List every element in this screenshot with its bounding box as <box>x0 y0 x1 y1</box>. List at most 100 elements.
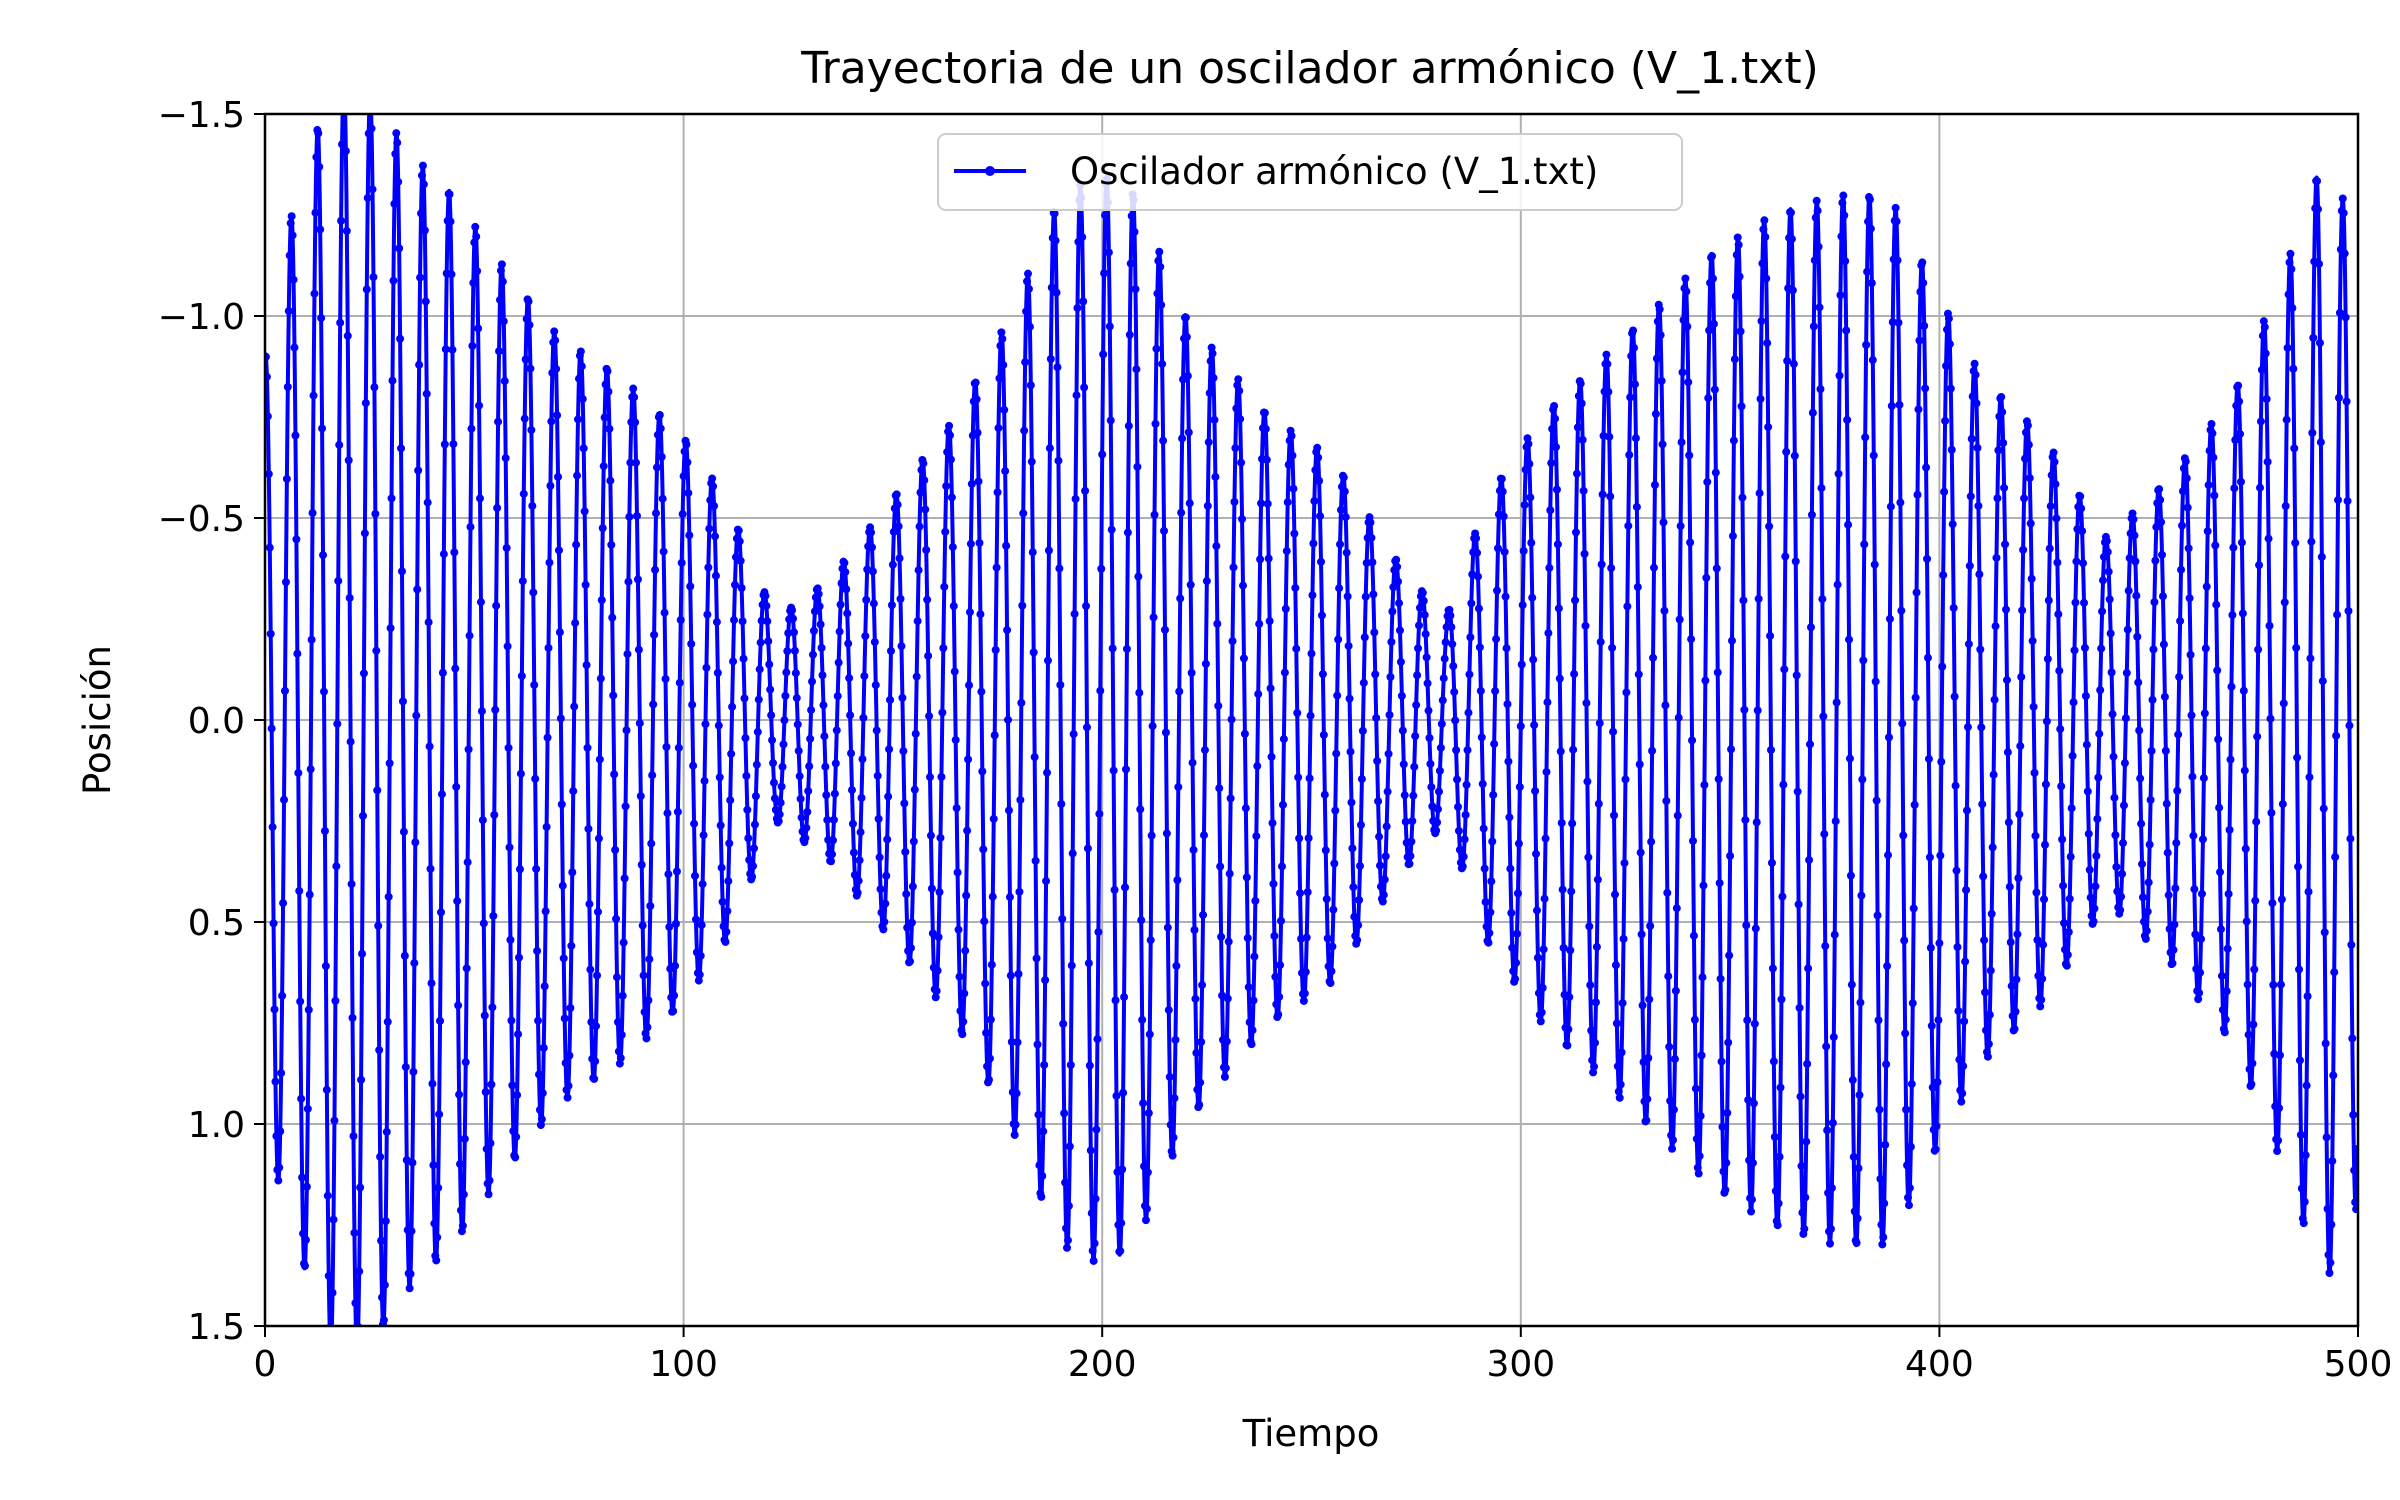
data-point <box>712 618 721 627</box>
data-point <box>2083 787 2092 796</box>
data-point <box>2254 645 2263 654</box>
data-point <box>690 819 699 828</box>
data-point <box>1828 1118 1837 1127</box>
data-point <box>1175 687 1184 696</box>
data-point <box>1142 1204 1151 1213</box>
data-point <box>1331 806 1340 815</box>
data-point <box>1492 635 1501 644</box>
data-point <box>1882 1060 1891 1069</box>
data-point <box>1750 1019 1759 1028</box>
data-point <box>635 719 644 728</box>
data-point <box>632 458 641 467</box>
data-point <box>397 444 406 453</box>
data-point <box>631 418 640 427</box>
data-point <box>2116 906 2125 915</box>
data-point <box>1228 637 1237 646</box>
data-point <box>682 440 691 449</box>
data-point <box>542 822 551 831</box>
data-point <box>2328 1157 2337 1166</box>
data-point <box>2144 878 2153 887</box>
data-point <box>788 606 797 615</box>
data-point <box>619 938 628 947</box>
data-point <box>945 431 954 440</box>
data-point <box>1486 908 1495 917</box>
data-point <box>2021 454 2030 463</box>
data-point <box>1813 206 1822 215</box>
data-point <box>1729 436 1738 445</box>
data-point <box>1892 217 1901 226</box>
x-tick-label: 300 <box>1486 1344 1555 1385</box>
data-point <box>1078 233 1087 242</box>
data-point <box>270 1005 279 1014</box>
data-point <box>981 979 990 988</box>
data-point <box>1926 943 1935 952</box>
data-point <box>1653 317 1662 326</box>
data-point <box>1274 1010 1283 1019</box>
data-point <box>1380 875 1389 884</box>
data-point <box>2333 610 2342 619</box>
data-point <box>941 527 950 536</box>
data-point <box>1715 879 1724 888</box>
data-point <box>380 1281 389 1290</box>
data-point <box>1979 872 1988 881</box>
data-point <box>595 755 604 764</box>
data-point <box>1268 819 1277 828</box>
data-point <box>1976 645 1985 654</box>
data-point <box>2188 772 2197 781</box>
data-point <box>1611 961 1620 970</box>
data-point <box>2350 1166 2358 1175</box>
data-point <box>721 937 730 946</box>
data-point <box>963 826 972 835</box>
data-point <box>735 537 744 546</box>
data-point <box>1585 922 1594 931</box>
data-point <box>1755 489 1764 498</box>
data-point <box>2047 471 2056 480</box>
data-point <box>2158 592 2167 601</box>
data-point <box>2041 840 2049 849</box>
data-point <box>1957 1097 1966 1106</box>
data-point <box>1712 564 1721 573</box>
data-point <box>2080 598 2089 607</box>
data-point <box>1479 824 1488 833</box>
data-point <box>1679 316 1688 325</box>
data-point <box>384 892 393 901</box>
data-point <box>1004 715 1013 724</box>
data-point <box>988 892 997 901</box>
data-point <box>2295 1056 2304 1065</box>
data-point <box>1884 851 1893 860</box>
data-point <box>1176 594 1185 603</box>
data-point <box>1248 1026 1257 1035</box>
data-point <box>1782 447 1791 456</box>
data-point <box>534 1070 543 1079</box>
data-point <box>828 850 837 859</box>
data-point <box>947 493 956 502</box>
data-point <box>856 828 865 837</box>
data-point <box>1591 998 1600 1007</box>
data-point <box>1334 635 1343 644</box>
data-point <box>737 583 746 592</box>
data-point <box>1603 360 1612 369</box>
data-point <box>2064 928 2073 937</box>
data-point <box>979 845 988 854</box>
data-point <box>524 297 533 306</box>
data-point <box>2039 940 2048 949</box>
data-point <box>278 991 287 1000</box>
data-point <box>1725 951 1734 960</box>
data-point <box>1203 501 1212 510</box>
data-point <box>1087 1209 1096 1218</box>
data-point <box>318 424 327 433</box>
data-point <box>853 888 862 897</box>
data-point <box>1577 399 1586 408</box>
data-point <box>1515 782 1524 791</box>
data-point <box>331 996 340 1005</box>
data-point <box>1511 974 1520 983</box>
data-point <box>1121 765 1130 774</box>
data-point <box>1885 614 1894 623</box>
data-point <box>1546 506 1555 515</box>
data-point <box>2135 726 2144 735</box>
data-point <box>1493 586 1502 595</box>
data-point <box>2339 209 2348 218</box>
data-point <box>557 800 566 809</box>
data-point <box>2133 632 2142 641</box>
data-point <box>1454 826 1463 835</box>
